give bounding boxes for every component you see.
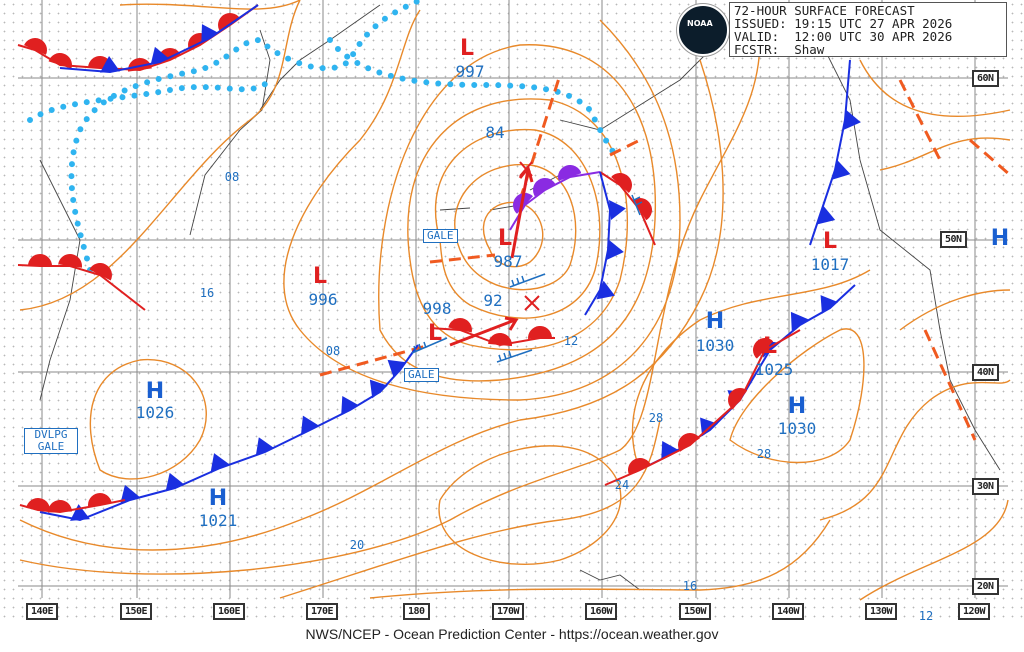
lon-label: 140W [772,603,805,620]
high-1026-value: 1026 [136,403,175,422]
low-1025-value: 1025 [755,360,794,379]
noaa-logo: NOAA [677,4,729,56]
warm-front-east [604,329,801,486]
warm-front-center [429,318,555,347]
issued-time: ISSUED: 19:15 UTC 27 APR 2026 [734,16,953,31]
forecast-header: 72-HOUR SURFACE FORECAST ISSUED: 19:15 U… [729,2,1007,57]
map-canvas: L 997 L 987 L 996 L 998 L 1017 L 1025 H … [17,0,1011,620]
lon-label: 180 [403,603,430,620]
lon-label: 170W [492,603,525,620]
isobar-label: 08 [326,344,340,358]
wind-barbs [411,194,643,363]
high-1030a-symbol: H [706,309,724,334]
isobar-labels: 84 92 08 16 08 12 20 28 28 24 16 12 [200,123,933,620]
pressure-centers: L 997 L 987 L 996 L 998 L 1017 L 1025 H … [136,36,1009,530]
coastlines [39,4,1001,591]
lat-label: 30N [972,478,999,495]
cold-front-center [584,171,626,316]
credit-line: NWS/NCEP - Ocean Prediction Center - htt… [305,626,719,642]
isobar-label: 28 [649,411,663,425]
high-edge-symbol: H [991,226,1009,251]
low-997-symbol: L [460,36,474,61]
logo-text: NOAA [687,19,713,28]
cold-front-bc [809,59,861,246]
high-1021-symbol: H [209,486,227,511]
lon-label: 140E [26,603,59,620]
lon-label: 150W [679,603,712,620]
isobar-label: 84 [485,123,504,142]
low-987-value: 987 [494,252,523,271]
warm-front-nw [17,254,146,311]
cold-front-west [39,344,419,522]
low-998-symbol: L [428,321,442,346]
low-1017-value: 1017 [811,255,850,274]
low-1025-symbol: L [763,334,777,359]
developing-gale-warning: DVLPG GALE [24,428,78,454]
low-987-symbol: L [498,226,512,251]
low-996-value: 996 [309,290,338,309]
lon-label: 170E [306,603,339,620]
low-996-symbol: L [313,264,327,289]
isobar-label: 08 [225,170,239,184]
low-997-value: 997 [456,62,485,81]
lon-label: 150E [120,603,153,620]
cold-front-arctic [59,4,259,74]
isobar-label: 24 [615,478,629,492]
lat-label: 50N [940,231,967,248]
gale-warning: GALE [423,229,458,243]
warm-front-west [19,493,126,514]
isobar-label: 16 [683,579,697,593]
lon-label: 160W [585,603,618,620]
forecaster: FCSTR: Shaw [734,42,825,57]
cold-front-east [634,284,856,473]
lon-label: 120W [958,603,991,620]
ice-edge [27,0,623,273]
lat-label: 20N [972,578,999,595]
low-1017-symbol: L [823,229,837,254]
graticule [18,0,1008,598]
isobar-label: 20 [350,538,364,552]
valid-time: VALID: 12:00 UTC 30 APR 2026 [734,29,953,44]
high-1030b-symbol: H [788,394,806,419]
isobar-label: 16 [200,286,214,300]
fronts [17,4,861,522]
isobar-label: 28 [757,447,771,461]
surface-forecast-map: L 997 L 987 L 996 L 998 L 1017 L 1025 H … [0,0,1024,620]
forecast-title: 72-HOUR SURFACE FORECAST [734,3,915,18]
high-1030b-value: 1030 [778,419,817,438]
lon-label: 160E [213,603,246,620]
isobar-label: 12 [564,334,578,348]
low-998-value: 998 [423,299,452,318]
warm-front-gulf [599,171,656,246]
front-arctic [17,4,259,72]
lat-label: 60N [972,70,999,87]
troughs [319,74,1011,441]
lat-label: 40N [972,364,999,381]
isobar-label: 12 [919,609,933,620]
high-1021-value: 1021 [199,511,238,530]
gale-warning: GALE [404,368,439,382]
high-1030a-value: 1030 [696,336,735,355]
lon-label: 130W [865,603,898,620]
high-1026-symbol: H [146,379,164,404]
isobar-label: 92 [483,291,502,310]
